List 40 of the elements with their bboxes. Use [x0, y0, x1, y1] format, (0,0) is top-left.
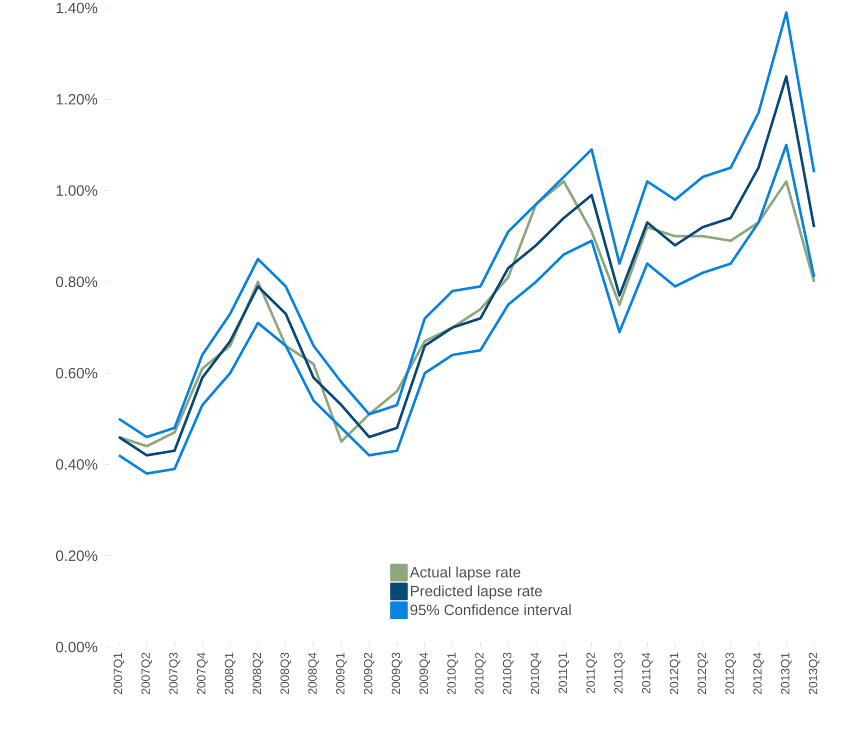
y-tick-label: 1.20% — [56, 94, 98, 105]
x-tick-label: 2010Q1 — [447, 652, 458, 694]
x-tick-label: 2009Q2 — [364, 652, 374, 694]
x-tick-label: 2007Q1 — [114, 652, 124, 694]
x-tick-label: 2009Q3 — [392, 652, 402, 694]
x-tick-label: 2008Q1 — [224, 652, 236, 694]
x-tick-label: 2010Q2 — [475, 652, 486, 694]
y-tick-label: 1.00% — [56, 185, 98, 196]
y-tick-label: 1.40% — [56, 2, 98, 14]
x-tick-label: 2010Q4 — [530, 652, 542, 694]
legend-label: Actual lapse rate — [410, 566, 520, 580]
legend-label: Predicted lapse rate — [410, 585, 542, 600]
line-series — [118, 144, 816, 475]
y-tick-label: 0.00% — [56, 642, 98, 652]
x-tick-label: 2008Q2 — [252, 652, 264, 694]
x-tick-label: 2008Q3 — [280, 652, 292, 694]
y-tick-label: 0.40% — [56, 459, 98, 470]
x-tick-label: 2011Q1 — [558, 652, 570, 694]
x-tick-label: 2009Q4 — [419, 652, 430, 694]
x-tick-label: 2007Q2 — [141, 652, 152, 694]
x-tick-label: 2010Q3 — [502, 652, 514, 694]
x-tick-label: 2011Q2 — [586, 652, 597, 694]
x-tick-label: 2013Q1 — [780, 652, 792, 694]
x-tick-label: 2012Q3 — [725, 652, 736, 694]
x-tick-label: 2012Q1 — [670, 652, 680, 694]
y-tick-label: 0.20% — [56, 550, 98, 561]
line-series — [118, 11, 816, 438]
y-tick-label: 0.80% — [56, 276, 98, 288]
x-tick-label: 2012Q4 — [753, 652, 764, 694]
x-tick-label: 2007Q3 — [169, 652, 180, 694]
x-tick-label: 2012Q2 — [698, 652, 708, 694]
x-tick-label: 2011Q3 — [614, 652, 625, 694]
legend-label: 95% Confidence interval — [410, 604, 571, 616]
x-tick-label: 2013Q2 — [808, 652, 820, 694]
x-tick-label: 2008Q4 — [308, 652, 319, 694]
x-tick-label: 2007Q4 — [197, 652, 208, 694]
line-series — [118, 75, 816, 457]
x-tick-label: 2011Q4 — [642, 652, 653, 694]
y-tick-label: 0.60% — [56, 368, 98, 378]
x-tick-label: 2009Q1 — [336, 652, 347, 694]
